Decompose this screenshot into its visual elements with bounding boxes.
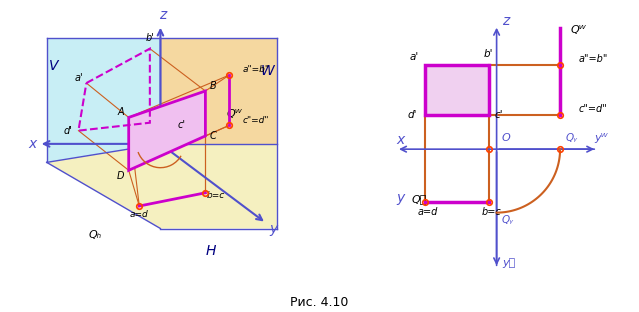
Text: c': c' xyxy=(495,110,504,120)
Text: W: W xyxy=(261,64,275,78)
Text: d': d' xyxy=(63,126,72,136)
Text: c': c' xyxy=(178,120,185,130)
Text: yᵂ: yᵂ xyxy=(594,133,608,143)
Text: O: O xyxy=(502,133,511,143)
Text: y၈: y၈ xyxy=(502,257,515,267)
Text: a': a' xyxy=(410,51,419,61)
Polygon shape xyxy=(47,38,160,162)
Text: b': b' xyxy=(146,33,154,43)
Text: b=c: b=c xyxy=(207,191,225,200)
Text: x: x xyxy=(28,137,36,151)
Text: y: y xyxy=(396,191,404,205)
Text: c"=d": c"=d" xyxy=(242,116,269,125)
Text: Qₕ: Qₕ xyxy=(89,230,102,240)
Polygon shape xyxy=(128,91,205,170)
Text: D: D xyxy=(117,171,125,181)
Text: a"=b": a"=b" xyxy=(242,66,270,75)
Text: V: V xyxy=(49,59,59,73)
Text: a=d: a=d xyxy=(418,207,438,217)
Text: C: C xyxy=(210,131,217,141)
Text: Рис. 4.10: Рис. 4.10 xyxy=(290,296,349,309)
Text: Qᵧ: Qᵧ xyxy=(566,133,578,143)
Text: B: B xyxy=(210,81,217,91)
Polygon shape xyxy=(47,144,277,228)
Text: Qᵂ: Qᵂ xyxy=(571,25,587,35)
Text: x: x xyxy=(396,133,404,147)
Text: A: A xyxy=(118,107,124,117)
Text: d': d' xyxy=(407,110,417,120)
Text: b': b' xyxy=(484,49,493,59)
Text: Q၈: Q၈ xyxy=(412,194,427,204)
Text: c"=d": c"=d" xyxy=(578,104,607,114)
Text: b=c: b=c xyxy=(481,207,501,217)
Polygon shape xyxy=(425,65,489,115)
Text: a"=b": a"=b" xyxy=(578,54,608,64)
Text: H: H xyxy=(205,244,216,258)
Text: z: z xyxy=(502,14,509,28)
Text: a': a' xyxy=(74,73,83,83)
Polygon shape xyxy=(160,38,277,144)
Text: Qᵂ: Qᵂ xyxy=(227,110,242,119)
Text: Qᵧ: Qᵧ xyxy=(502,215,514,225)
Text: z: z xyxy=(160,8,167,22)
Text: a=d: a=d xyxy=(130,210,149,219)
Text: y: y xyxy=(269,222,277,236)
